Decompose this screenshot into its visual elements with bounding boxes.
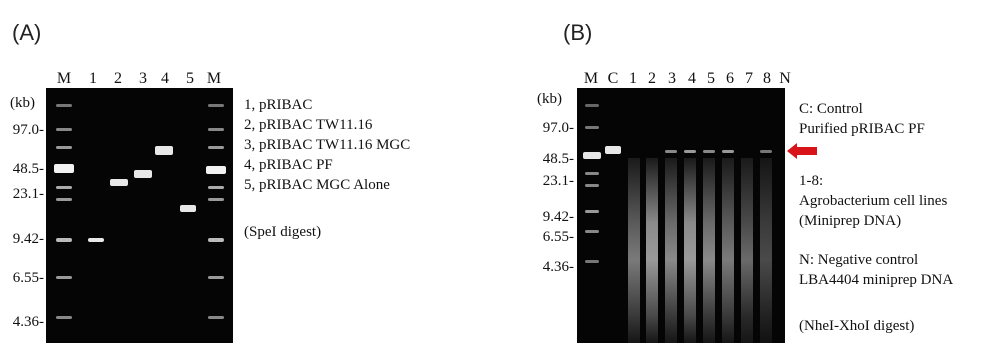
lane-label: 5 <box>707 70 715 87</box>
gel-band <box>585 260 599 263</box>
legend-line: (Miniprep DNA) <box>799 213 902 229</box>
lane-label: 3 <box>139 70 147 87</box>
size-marker: 23.1- <box>12 186 44 202</box>
legend-line: (SpeI digest) <box>244 224 322 240</box>
gel-band <box>585 104 599 107</box>
size-marker: 48.5- <box>542 151 574 167</box>
gel-band <box>155 146 173 155</box>
gel-band <box>703 150 715 153</box>
legend-line: 5, pRIBAC MGC Alone <box>244 177 390 193</box>
legend-line: Purified pRIBAC PF <box>799 121 925 137</box>
lane-label: 4 <box>688 70 696 87</box>
lane-label: C <box>607 70 619 87</box>
gel-band <box>208 276 224 279</box>
gel-band <box>585 184 599 187</box>
size-marker: 4.36- <box>542 259 574 275</box>
red-arrow-icon <box>787 143 817 159</box>
gel-band <box>583 152 601 159</box>
gel-band <box>208 104 224 107</box>
lane-label: 7 <box>745 70 753 87</box>
size-marker: 4.36- <box>12 314 44 330</box>
gel-band <box>605 146 621 154</box>
gel-band <box>665 150 677 153</box>
size-marker: 6.55- <box>12 270 44 286</box>
gel-band <box>56 104 72 107</box>
lane-label: M <box>583 70 599 87</box>
size-marker: 97.0- <box>542 120 574 136</box>
gel-band <box>56 238 72 242</box>
lane-label: 4 <box>161 70 169 87</box>
lane-label: 6 <box>726 70 734 87</box>
lane-label: 2 <box>648 70 656 87</box>
size-marker: 48.5- <box>12 161 44 177</box>
gel-smear <box>628 158 640 343</box>
size-marker: 23.1- <box>542 173 574 189</box>
gel-band <box>585 230 599 233</box>
panel-a-letter: (A) <box>12 20 42 45</box>
size-unit: (kb) <box>537 91 562 107</box>
gel-band <box>722 150 734 153</box>
lane-label: 1 <box>629 70 637 87</box>
gel-smear <box>741 158 753 343</box>
gel-band <box>684 150 696 153</box>
lane-label: 2 <box>114 70 122 87</box>
size-unit: (kb) <box>10 95 35 111</box>
gel-smear <box>684 158 696 343</box>
legend-line: Agrobacterium cell lines <box>799 193 948 209</box>
gel-band <box>56 198 72 201</box>
gel-band <box>206 166 226 174</box>
gel-band <box>56 146 72 149</box>
gel-band <box>208 146 224 149</box>
legend-line: C: Control <box>799 101 863 117</box>
legend-line: (NheI-XhoI digest) <box>799 318 915 334</box>
gel-band <box>585 172 599 175</box>
lane-label: 3 <box>668 70 676 87</box>
gel-image-b <box>577 88 785 343</box>
gel-band <box>208 186 224 189</box>
gel-band <box>110 179 128 186</box>
size-marker: 6.55- <box>542 229 574 245</box>
legend-line: 1, pRIBAC <box>244 97 313 113</box>
gel-band <box>56 186 72 189</box>
gel-band <box>208 198 224 201</box>
lane-label: 1 <box>89 70 97 87</box>
lane-label: 5 <box>186 70 194 87</box>
gel-band <box>208 316 224 319</box>
gel-band <box>88 238 104 242</box>
gel-smear <box>722 158 734 343</box>
gel-band <box>180 205 196 212</box>
gel-band <box>585 126 599 129</box>
legend-line: 1-8: <box>799 173 824 189</box>
gel-band <box>208 128 224 131</box>
lane-label: 8 <box>763 70 771 87</box>
gel-smear <box>703 158 715 343</box>
size-marker: 97.0- <box>12 122 44 138</box>
gel-band <box>56 276 72 279</box>
size-marker: 9.42- <box>12 231 44 247</box>
gel-smear <box>665 158 677 343</box>
gel-smear <box>646 158 658 343</box>
gel-band <box>54 164 74 173</box>
gel-band <box>208 238 224 242</box>
gel-band <box>56 316 72 319</box>
lane-label: N <box>779 70 791 87</box>
legend-line: 4, pRIBAC PF <box>244 157 333 173</box>
legend-line: 2, pRIBAC TW11.16 <box>244 117 373 133</box>
lane-label: M <box>206 70 222 87</box>
gel-band <box>56 128 72 131</box>
gel-band <box>134 170 152 178</box>
gel-smear <box>760 158 772 343</box>
legend-line: N: Negative control <box>799 252 919 268</box>
legend-line: 3, pRIBAC TW11.16 MGC <box>244 137 411 153</box>
gel-image-a <box>46 88 233 343</box>
legend-line: LBA4404 miniprep DNA <box>799 272 954 288</box>
gel-band <box>585 210 599 213</box>
size-marker: 9.42- <box>542 209 574 225</box>
gel-band <box>760 150 772 153</box>
panel-b-letter: (B) <box>563 20 593 45</box>
lane-label: M <box>56 70 72 87</box>
